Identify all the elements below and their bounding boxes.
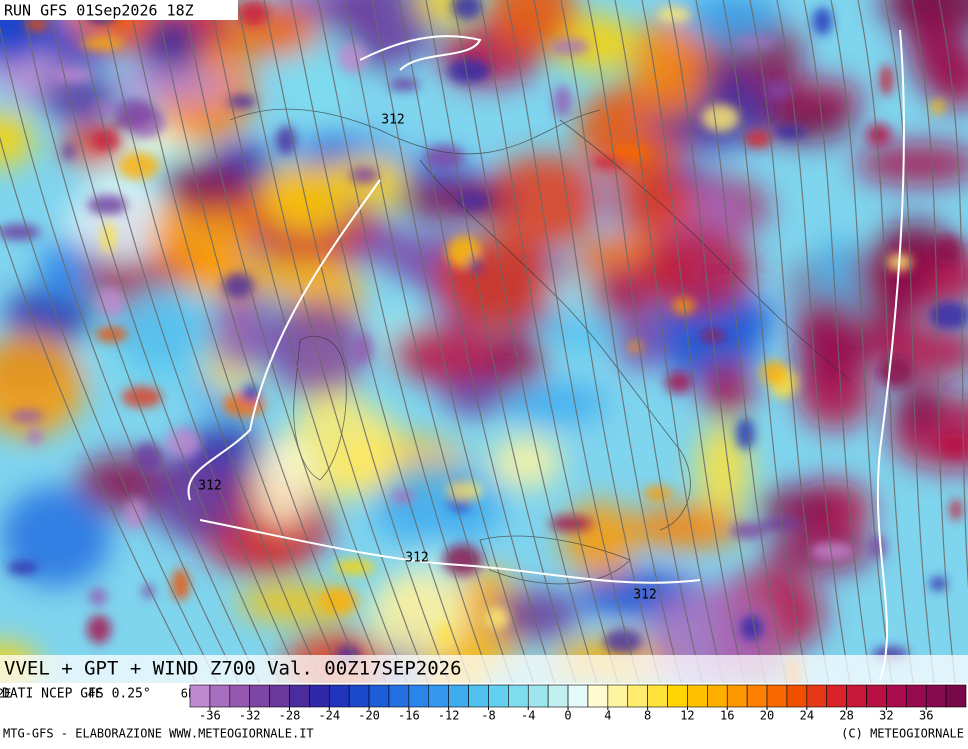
- contour-label: 312: [381, 113, 404, 128]
- colorbar-box: [249, 684, 270, 708]
- contour-label: 312: [198, 479, 221, 494]
- colorbar-tick-label: -4: [521, 709, 535, 723]
- colorbar-box: [289, 684, 310, 708]
- colorbar-box: [209, 684, 231, 708]
- colorbar-box: [846, 684, 867, 708]
- colorbar-tick-label: -28: [279, 709, 301, 723]
- colorbar-box: [408, 684, 430, 708]
- colorbar-box: [229, 684, 250, 708]
- map-field: [0, 0, 968, 683]
- colorbar-tick-label: 0: [564, 709, 571, 723]
- lon-label: 2E: [0, 687, 11, 701]
- colorbar-box: [468, 684, 489, 708]
- footer-left: MTG-GFS - ELABORAZIONE WWW.METEOGIORNALE…: [3, 727, 314, 741]
- source-label: DATI NCEP GFS 0.25°: [2, 687, 151, 702]
- colorbar-box: [886, 684, 907, 708]
- colorbar-box: [309, 684, 330, 708]
- colorbar-box: [587, 684, 609, 708]
- colorbar-tick-label: -24: [318, 709, 340, 723]
- colorbar-tick-label: 32: [879, 709, 893, 723]
- colorbar-box: [627, 684, 648, 708]
- colorbar-box: [567, 684, 589, 708]
- map-title: VVEL + GPT + WIND Z700 Val. 00Z17SEP2026: [4, 658, 462, 680]
- colorbar-box: [945, 684, 967, 708]
- colorbar-box: [388, 684, 410, 708]
- colorbar-box: [189, 684, 211, 708]
- lon-label: 4E: [88, 687, 102, 701]
- colorbar-box: [488, 684, 509, 708]
- colorbar-box: [547, 684, 569, 708]
- contour-label: 312: [405, 551, 428, 566]
- colorbar-box: [707, 684, 728, 708]
- colorbar-box: [726, 684, 748, 708]
- colorbar-tick-label: 16: [720, 709, 734, 723]
- colorbar-tick-label: -36: [199, 709, 221, 723]
- colorbar-tick-label: -8: [481, 709, 495, 723]
- run-label: RUN GFS 01Sep2026 18Z: [4, 2, 194, 20]
- colorbar-box: [607, 684, 629, 708]
- colorbar-box: [766, 684, 788, 708]
- colorbar-box: [508, 684, 529, 708]
- colorbar-box: [687, 684, 708, 708]
- colorbar-tick-label: 12: [680, 709, 694, 723]
- colorbar-box: [906, 684, 927, 708]
- colorbar-tick-label: -16: [398, 709, 420, 723]
- contour-label: 312: [633, 588, 656, 603]
- colorbar-tick-label: 28: [839, 709, 853, 723]
- colorbar-tick-label: -12: [438, 709, 460, 723]
- colorbar-tick-label: -32: [239, 709, 261, 723]
- colorbar-box: [368, 684, 390, 708]
- colorbar-tick-label: 36: [919, 709, 933, 723]
- header-bg: [0, 0, 238, 20]
- colorbar-box: [667, 684, 688, 708]
- colorbar-box: [806, 684, 828, 708]
- colorbar-box: [269, 684, 290, 708]
- colorbar-box: [786, 684, 808, 708]
- footer-right: (C) METEOGIORNALE: [841, 727, 964, 741]
- colorbar-tick-label: 24: [800, 709, 814, 723]
- colorbar-tick-label: 4: [604, 709, 611, 723]
- colorbar-tick-label: 20: [760, 709, 774, 723]
- colorbar-box: [746, 684, 768, 708]
- colorbar-box: [925, 684, 947, 708]
- colorbar-tick-label: 8: [644, 709, 651, 723]
- colorbar-box: [826, 684, 847, 708]
- colorbar-box: [448, 684, 469, 708]
- colorbar-box: [428, 684, 449, 708]
- colorbar-tick-label: -20: [358, 709, 380, 723]
- colorbar-box: [328, 684, 350, 708]
- colorbar-box: [647, 684, 668, 708]
- colorbar-box: [348, 684, 370, 708]
- colorbar-box: [527, 684, 549, 708]
- colorbar-box: [866, 684, 887, 708]
- title-bg: [0, 655, 968, 683]
